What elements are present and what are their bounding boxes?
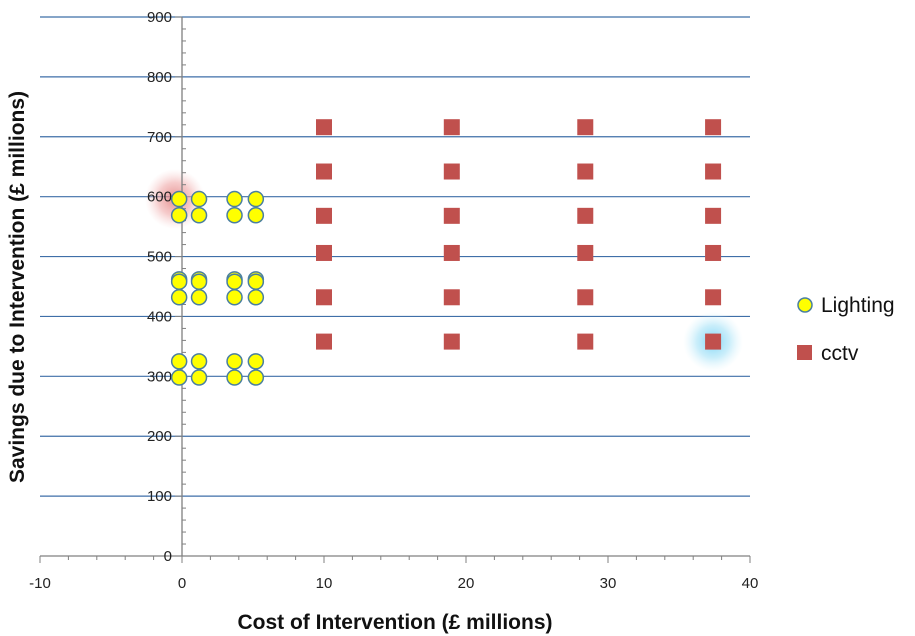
y-tick-label-800: 800 [147, 69, 172, 86]
point-lighting-1 [190, 190, 208, 208]
point-lighting-3 [247, 190, 265, 208]
point-cctv-4 [316, 163, 332, 180]
point-cctv-16 [316, 289, 332, 306]
point-cctv-14 [577, 244, 594, 261]
legend-marker-cctv [797, 345, 812, 360]
y-tick-label-400: 400 [147, 308, 172, 325]
point-lighting-17 [190, 289, 208, 306]
x-tick-label-0: 0 [178, 575, 186, 592]
point-lighting-0 [170, 190, 188, 208]
y-tick-label-200: 200 [147, 428, 172, 445]
point-lighting-19 [247, 289, 265, 306]
y-tick-label-500: 500 [147, 249, 172, 266]
point-cctv-5 [443, 163, 460, 180]
legend-item-lighting: Lighting [797, 294, 895, 317]
point-lighting-24 [170, 369, 188, 386]
point-cctv-22 [577, 333, 594, 350]
legend-marker-lighting [797, 297, 813, 313]
point-lighting-7 [247, 206, 265, 224]
point-cctv-10 [577, 207, 594, 224]
point-lighting-12 [170, 273, 188, 290]
point-lighting-13 [190, 273, 208, 290]
x-tick-label-30: 30 [600, 575, 617, 592]
point-cctv-0 [316, 119, 332, 136]
point-cctv-15 [705, 244, 722, 261]
point-cctv-7 [705, 163, 722, 180]
point-lighting-2 [226, 190, 243, 208]
point-cctv-20 [316, 333, 332, 350]
y-tick-label-600: 600 [147, 189, 172, 206]
point-cctv-17 [443, 289, 460, 306]
point-cctv-1 [443, 119, 460, 136]
point-lighting-20 [170, 353, 188, 370]
point-cctv-23 [705, 333, 722, 350]
point-lighting-25 [190, 369, 208, 386]
y-tick-label-700: 700 [147, 129, 172, 146]
data-points [170, 119, 722, 386]
y-tick-label-100: 100 [147, 488, 172, 505]
point-cctv-21 [443, 333, 460, 350]
point-lighting-16 [170, 289, 188, 306]
point-cctv-3 [705, 119, 722, 136]
point-cctv-12 [316, 244, 332, 261]
point-lighting-6 [226, 206, 243, 224]
legend-label-lighting: Lighting [821, 294, 895, 317]
y-axis-title: Savings due to Intervention (£ millions) [6, 91, 29, 483]
point-lighting-14 [226, 273, 243, 290]
y-tick-label-900: 900 [147, 9, 172, 26]
point-cctv-8 [316, 207, 332, 224]
point-lighting-5 [190, 206, 208, 224]
point-lighting-27 [247, 369, 265, 386]
point-lighting-22 [226, 353, 243, 370]
legend: Lighting cctv [797, 294, 895, 365]
legend-label-cctv: cctv [821, 342, 859, 365]
x-tick-label-40: 40 [742, 575, 759, 592]
point-cctv-18 [577, 289, 594, 306]
point-lighting-4 [170, 206, 188, 224]
point-lighting-26 [226, 369, 243, 386]
x-tick-label--10: -10 [29, 575, 51, 592]
x-tick-label-20: 20 [458, 575, 475, 592]
axes [39, 16, 751, 563]
point-lighting-21 [190, 353, 208, 370]
legend-item-cctv: cctv [797, 342, 859, 365]
x-tick-label-10: 10 [316, 575, 333, 592]
y-tick-label-0: 0 [164, 548, 172, 565]
point-cctv-11 [705, 207, 722, 224]
point-lighting-15 [247, 273, 265, 290]
point-lighting-18 [226, 289, 243, 306]
y-tick-label-300: 300 [147, 368, 172, 385]
x-axis-title: Cost of Intervention (£ millions) [237, 611, 552, 634]
point-cctv-9 [443, 207, 460, 224]
point-lighting-23 [247, 353, 265, 370]
point-cctv-13 [443, 244, 460, 261]
tick-labels: 0 100 200 300 400 500 600 700 800 900 -10 0 10 20 30 40 [29, 9, 758, 592]
point-cctv-19 [705, 289, 722, 306]
point-cctv-6 [577, 163, 594, 180]
point-cctv-2 [577, 119, 594, 136]
